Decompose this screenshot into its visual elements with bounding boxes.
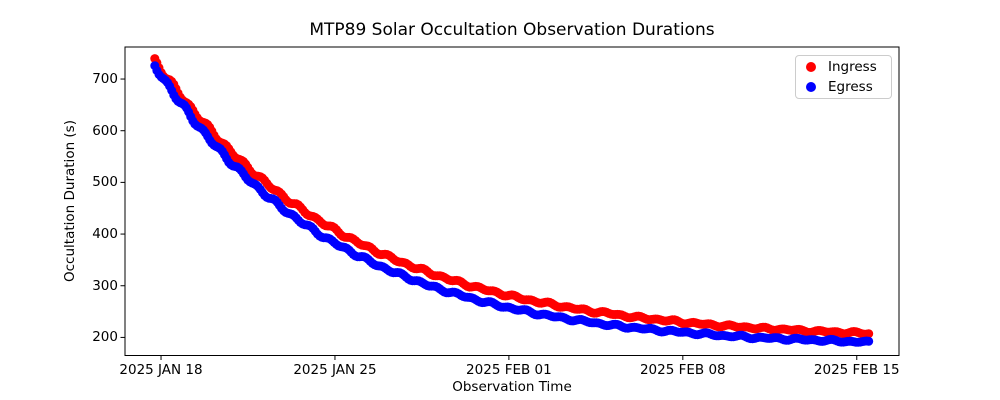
legend-label-egress: Egress (828, 78, 873, 95)
series-ingress (150, 54, 874, 339)
legend-label-ingress: Ingress (828, 58, 877, 75)
x-tick-label: 2025 FEB 08 (639, 362, 726, 378)
x-tick-label: 2025 FEB 15 (813, 362, 900, 378)
x-tick-label: 2025 JAN 18 (119, 362, 203, 378)
y-tick-label: 200 (92, 329, 118, 346)
ingress-marker-icon (806, 62, 816, 72)
y-tick-label: 300 (92, 277, 118, 294)
series-egress (150, 61, 874, 347)
y-tick-label: 400 (92, 226, 118, 243)
legend: Ingress Egress (795, 55, 892, 99)
x-tick-label: 2025 FEB 01 (466, 362, 552, 378)
x-axis-label: Observation Time (452, 379, 572, 395)
legend-item-ingress: Ingress (806, 59, 891, 76)
y-tick-label: 600 (92, 122, 118, 139)
x-tick-label: 2025 JAN 25 (293, 362, 377, 378)
axes-spines (124, 46, 900, 356)
egress-marker-icon (806, 82, 816, 92)
legend-item-egress: Egress (806, 79, 891, 96)
chart-title: MTP89 Solar Occultation Observation Dura… (309, 20, 715, 40)
y-tick-label: 500 (92, 174, 118, 191)
y-tick-label: 700 (92, 71, 118, 88)
